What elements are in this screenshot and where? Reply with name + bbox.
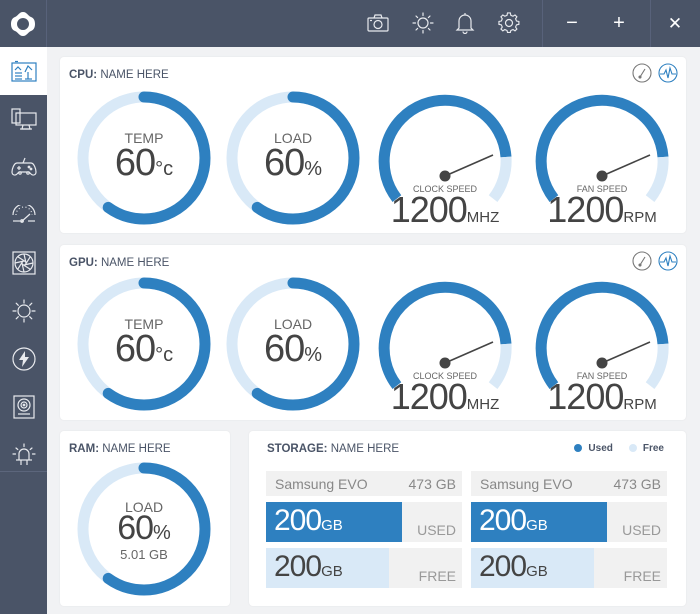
cpu-clock-gauge: CLOCK SPEED 1200MHZ bbox=[375, 87, 515, 233]
used-bar: 200GB USED bbox=[471, 502, 667, 542]
bell-icon bbox=[455, 13, 475, 34]
storage-legend: Used Free bbox=[574, 443, 664, 454]
used-bar: 200GB USED bbox=[266, 502, 462, 542]
cpu-load-gauge: LOAD 60% bbox=[225, 90, 361, 226]
title-bar: − + ✕ bbox=[0, 0, 700, 47]
sidebar-item-storage[interactable] bbox=[0, 383, 47, 431]
legend-used: Used bbox=[574, 443, 613, 454]
sidebar-item-fan[interactable] bbox=[0, 239, 47, 287]
gauge-label: TEMP bbox=[124, 316, 164, 332]
gauge-view-icon[interactable] bbox=[632, 63, 652, 83]
ram-load-gauge: LOAD 60% 5.01 GB bbox=[76, 461, 212, 597]
gamepad-icon bbox=[10, 157, 37, 176]
sidebar-item-gaming[interactable] bbox=[0, 143, 47, 191]
sidebar-item-dashboard[interactable] bbox=[0, 47, 47, 95]
ram-used-amount: 5.01 GB bbox=[120, 547, 168, 562]
maximize-button[interactable]: + bbox=[613, 12, 625, 34]
gauge-label: LOAD bbox=[273, 130, 313, 146]
sidebar-divider bbox=[0, 471, 47, 472]
notifications-button[interactable] bbox=[453, 11, 477, 35]
gpu-fan-gauge: FAN SPEED 1200RPM bbox=[532, 274, 672, 420]
divider bbox=[650, 0, 651, 47]
free-bar: 200GB FREE bbox=[266, 548, 462, 588]
led-light-icon bbox=[11, 443, 36, 465]
gpu-temp-gauge: TEMP 60°c bbox=[76, 276, 212, 412]
sidebar bbox=[0, 47, 47, 614]
sidebar-item-lighting[interactable] bbox=[0, 431, 47, 479]
storage-title: STORAGE: NAME HERE bbox=[267, 443, 400, 455]
ram-panel: RAM: NAME HERE LOAD 60% 5.01 GB bbox=[60, 431, 230, 606]
gauge-value: 1200MHZ bbox=[390, 189, 500, 230]
drive-header: Samsung EVO 473 GB bbox=[266, 471, 462, 496]
brightness-button[interactable] bbox=[411, 11, 435, 35]
gauge-value: 1200MHZ bbox=[390, 376, 500, 417]
gauge-value: 60% bbox=[263, 328, 323, 370]
gear-icon bbox=[498, 12, 520, 33]
camera-icon bbox=[367, 14, 389, 32]
gauge-label: FAN SPEED bbox=[576, 371, 628, 381]
gauge-label: TEMP bbox=[124, 130, 164, 146]
sidebar-item-brightness[interactable] bbox=[0, 287, 47, 335]
ram-title: RAM: NAME HERE bbox=[69, 443, 171, 455]
gauge-value: 60°c bbox=[114, 328, 174, 370]
sidebar-item-system[interactable] bbox=[0, 95, 47, 143]
free-bar: 200GB FREE bbox=[471, 548, 667, 588]
divider bbox=[542, 0, 543, 47]
logo-icon bbox=[11, 11, 35, 36]
app-logo bbox=[0, 0, 47, 47]
sidebar-item-overclock[interactable] bbox=[0, 191, 47, 239]
close-button[interactable]: ✕ bbox=[667, 13, 683, 33]
lightning-icon bbox=[11, 347, 36, 371]
camera-button[interactable] bbox=[366, 11, 390, 35]
hard-drive-icon bbox=[12, 395, 35, 419]
gauge-label: CLOCK SPEED bbox=[412, 184, 478, 194]
sun-icon bbox=[11, 299, 36, 323]
cpu-title: CPU: NAME HERE bbox=[69, 69, 169, 81]
gauge-label: CLOCK SPEED bbox=[412, 371, 478, 381]
gpu-load-gauge: LOAD 60% bbox=[225, 276, 361, 412]
gauge-label: FAN SPEED bbox=[576, 184, 628, 194]
sidebar-item-power[interactable] bbox=[0, 335, 47, 383]
dashboard-icon bbox=[10, 60, 37, 82]
gauge-view-icon[interactable] bbox=[632, 251, 652, 271]
gpu-panel: GPU: NAME HERE TEMP 60°c LOAD 60% CLOCK … bbox=[60, 245, 686, 420]
gpu-clock-gauge: CLOCK SPEED 1200MHZ bbox=[375, 274, 515, 420]
gpu-title: GPU: NAME HERE bbox=[69, 257, 170, 269]
gauge-value: 1200RPM bbox=[547, 189, 657, 230]
drive-header: Samsung EVO 473 GB bbox=[471, 471, 667, 496]
cpu-fan-gauge: FAN SPEED 1200RPM bbox=[532, 87, 672, 233]
minimize-button[interactable]: − bbox=[566, 12, 578, 34]
fan-icon bbox=[11, 251, 36, 275]
brightness-icon bbox=[412, 12, 434, 34]
settings-button[interactable] bbox=[497, 11, 521, 35]
graph-view-icon[interactable] bbox=[658, 251, 678, 271]
storage-panel: STORAGE: NAME HERE Used Free Samsung EVO… bbox=[249, 431, 686, 606]
gauge-label: LOAD bbox=[124, 499, 164, 515]
gauge-value: 60°c bbox=[114, 142, 174, 184]
cpu-temp-gauge: TEMP 60°c bbox=[76, 90, 212, 226]
speedometer-icon bbox=[11, 205, 36, 223]
gauge-label: LOAD bbox=[273, 316, 313, 332]
gauge-value: 1200RPM bbox=[547, 376, 657, 417]
gauge-value: 60% bbox=[263, 142, 323, 184]
gauge-value: 60% bbox=[117, 509, 171, 547]
legend-free: Free bbox=[628, 443, 664, 454]
graph-view-icon[interactable] bbox=[658, 63, 678, 83]
computer-icon bbox=[10, 108, 37, 130]
cpu-panel: CPU: NAME HERE TEMP 60°c LOAD 60% CLOCK … bbox=[60, 57, 686, 233]
